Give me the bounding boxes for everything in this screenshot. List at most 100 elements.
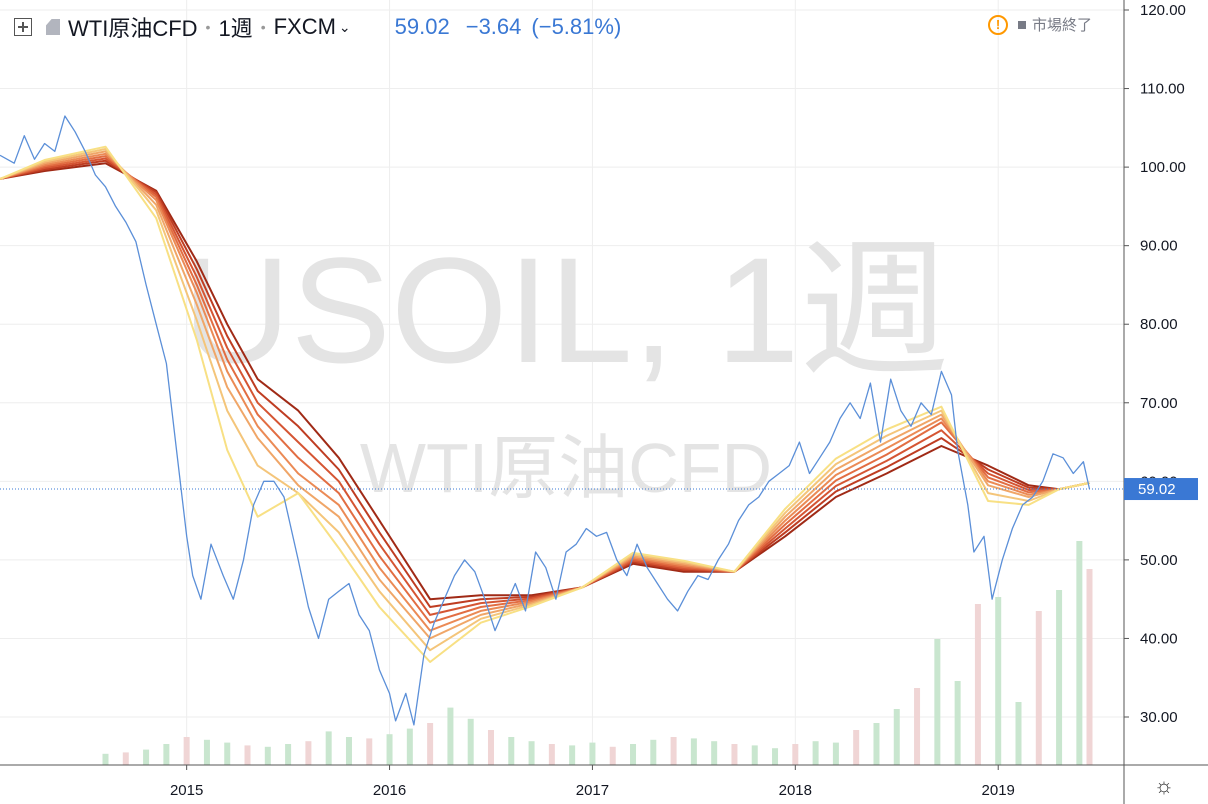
volume-bar xyxy=(285,744,292,765)
expand-icon[interactable] xyxy=(14,18,32,36)
volume-bar xyxy=(244,745,251,765)
volume-bar xyxy=(832,742,839,765)
volume-bar xyxy=(1015,702,1022,765)
x-tick-label: 2019 xyxy=(982,782,1015,799)
market-status-text: 市場終了 xyxy=(1032,17,1093,34)
x-tick-label: 2017 xyxy=(576,782,609,799)
moving-average-ribbon xyxy=(0,145,1090,663)
volume-bar xyxy=(548,744,555,765)
volume-bar xyxy=(751,745,758,765)
y-tick-label: 120.00 xyxy=(1140,2,1186,19)
volume-bars xyxy=(102,541,1093,765)
price-change-percent: (−5.81%) xyxy=(531,14,622,39)
separator-dot-icon: • xyxy=(260,19,266,35)
price-change: −3.64 xyxy=(465,14,522,39)
volume-bar xyxy=(609,746,616,765)
volume-bar xyxy=(589,742,596,765)
y-tick-label: 80.00 xyxy=(1140,316,1178,333)
last-price: 59.02 xyxy=(394,14,450,39)
volume-bar xyxy=(366,738,373,765)
volume-bar xyxy=(143,749,150,765)
y-tick-label: 40.00 xyxy=(1140,630,1178,647)
y-tick-label: 70.00 xyxy=(1140,395,1178,412)
volume-bar xyxy=(447,707,454,765)
settings-gear-icon[interactable]: ☼ xyxy=(1153,773,1175,798)
moving-average-line xyxy=(0,162,1090,601)
moving-average-line xyxy=(0,159,1090,608)
volume-bar xyxy=(183,737,190,765)
volume-bar xyxy=(427,723,434,765)
moving-average-line xyxy=(0,145,1090,663)
volume-bar xyxy=(224,742,231,765)
x-tick-label: 2015 xyxy=(170,782,203,799)
volume-bar xyxy=(792,744,799,765)
market-status[interactable]: ! 市場終了 xyxy=(988,14,1092,35)
last-price-tag-label: 59.02 xyxy=(1138,481,1176,498)
exchange-label[interactable]: FXCM xyxy=(273,14,336,39)
price-axis[interactable]: 120.00110.00100.0090.0080.0070.0060.0050… xyxy=(1124,2,1186,726)
volume-bar xyxy=(630,744,637,765)
volume-bar xyxy=(914,688,921,765)
volume-bar xyxy=(406,728,413,765)
volume-bar xyxy=(508,737,515,765)
moving-average-line xyxy=(0,148,1090,652)
volume-bar xyxy=(569,745,576,765)
volume-bar xyxy=(853,730,860,765)
price-line xyxy=(0,115,1091,726)
volume-bar xyxy=(873,723,880,765)
volume-bar xyxy=(934,639,941,765)
volume-bar xyxy=(954,681,961,765)
separator-dot-icon: • xyxy=(205,19,211,35)
volume-bar xyxy=(1076,541,1083,765)
x-tick-label: 2018 xyxy=(779,782,812,799)
volume-bar xyxy=(487,730,494,765)
volume-bar xyxy=(345,737,352,765)
interval-label[interactable]: 1週 xyxy=(218,16,253,41)
volume-bar xyxy=(772,748,779,765)
moving-average-line xyxy=(0,157,1090,616)
volume-bar xyxy=(325,731,332,765)
volume-bar xyxy=(264,746,271,765)
last-price-tag: 59.02 xyxy=(1124,478,1198,501)
symbol-flag-icon xyxy=(46,19,60,35)
volume-bar xyxy=(203,739,210,765)
volume-bar xyxy=(711,741,718,765)
volume-bar xyxy=(1056,590,1063,765)
volume-bar xyxy=(650,739,657,765)
volume-bar xyxy=(812,741,819,765)
volume-bar xyxy=(974,604,981,765)
symbol-header[interactable]: WTI原油CFD • 1週 • FXCM ⌄ 59.02 −3.64 (−5.8… xyxy=(14,12,621,42)
y-tick-label: 100.00 xyxy=(1140,159,1186,176)
volume-bar xyxy=(305,741,312,765)
grid-lines xyxy=(0,0,1124,765)
volume-bar xyxy=(731,744,738,765)
volume-bar xyxy=(690,738,697,765)
time-axis[interactable]: 2015 2016 2017 2018 2019 xyxy=(170,765,1015,799)
watermark-sub: WTI原油CFD xyxy=(360,429,772,507)
chevron-down-icon[interactable]: ⌄ xyxy=(338,18,351,35)
volume-bar xyxy=(1035,611,1042,765)
volume-bar xyxy=(670,737,677,765)
moving-average-line xyxy=(0,155,1090,624)
volume-bar xyxy=(467,718,474,765)
moving-average-line xyxy=(0,152,1090,632)
volume-bar xyxy=(386,734,393,765)
warning-icon[interactable]: ! xyxy=(988,14,1008,35)
y-tick-label: 90.00 xyxy=(1140,238,1178,255)
volume-bar xyxy=(893,709,900,765)
watermark-main: USOIL, 1週 xyxy=(183,226,950,394)
status-square-icon xyxy=(1018,20,1026,29)
y-tick-label: 50.00 xyxy=(1140,552,1178,569)
volume-bar xyxy=(102,753,109,765)
y-tick-label: 110.00 xyxy=(1140,81,1185,98)
y-tick-label: 30.00 xyxy=(1140,709,1178,726)
volume-bar xyxy=(1086,569,1093,765)
volume-bar xyxy=(163,744,170,765)
symbol-name[interactable]: WTI原油CFD xyxy=(68,16,198,41)
volume-bar xyxy=(528,741,535,765)
x-tick-label: 2016 xyxy=(373,782,406,799)
volume-bar xyxy=(995,597,1002,765)
moving-average-line xyxy=(0,150,1090,640)
price-layer xyxy=(0,115,1091,726)
